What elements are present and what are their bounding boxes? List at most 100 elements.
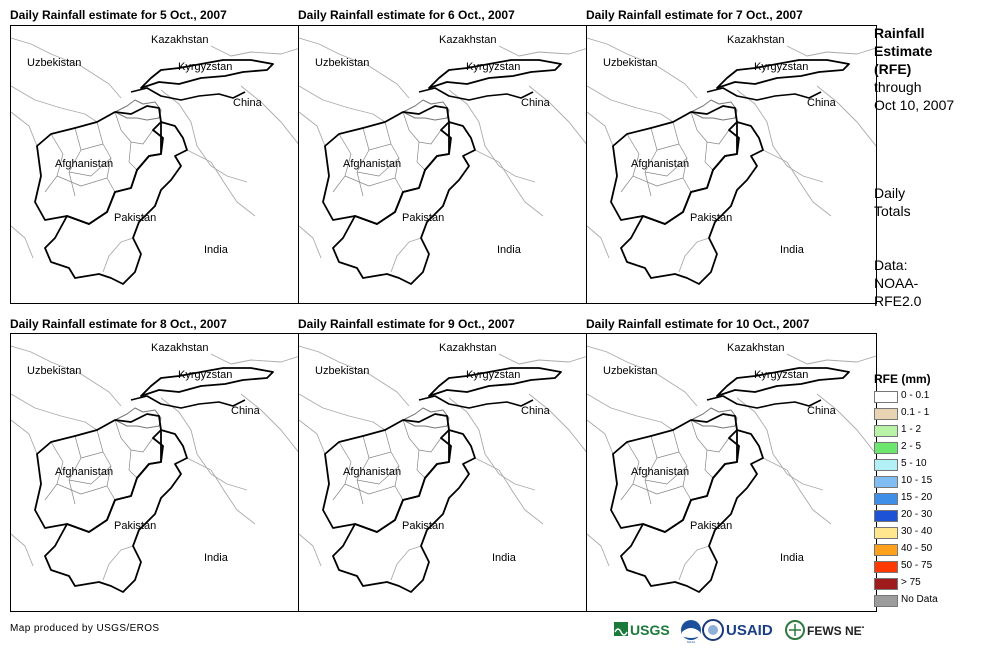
label-china: China <box>807 97 836 109</box>
tajikistan-outline <box>114 407 162 429</box>
province-line <box>332 133 352 193</box>
legend-label: > 75 <box>901 577 921 588</box>
border-line <box>587 85 674 123</box>
afghanistan-outline <box>34 105 164 225</box>
label-kyrgyzstan: Kyrgyzstan <box>466 61 521 73</box>
province-line <box>402 419 442 453</box>
basemap <box>11 345 300 593</box>
border-line <box>11 225 34 259</box>
legend-label: No Data <box>901 594 938 605</box>
kyrgyzstan-border <box>418 87 534 101</box>
province-line <box>44 133 64 193</box>
province-line <box>704 141 714 171</box>
border-line <box>210 353 300 365</box>
sidebar-data-line: NOAA- <box>874 275 919 291</box>
border-line <box>528 85 588 147</box>
province-line <box>384 429 404 501</box>
kyrgyzstan-outline <box>428 59 562 89</box>
label-uzbekistan: Uzbekistan <box>27 365 82 377</box>
label-kazakhstan: Kazakhstan <box>439 342 497 354</box>
province-line <box>644 157 688 177</box>
legend-label: 10 - 15 <box>901 475 933 486</box>
border-line <box>678 545 710 581</box>
pakistan-outline <box>44 121 188 285</box>
legend-label: 40 - 50 <box>901 543 933 554</box>
label-uzbekistan: Uzbekistan <box>27 57 82 69</box>
province-line <box>68 127 82 197</box>
label-kazakhstan: Kazakhstan <box>727 34 785 46</box>
border-line <box>102 237 134 273</box>
province-line <box>620 441 640 501</box>
svg-text:NOAA: NOAA <box>687 640 696 644</box>
map-panel-6: Kazakhstan Uzbekistan Kyrgyzstan China A… <box>586 333 877 612</box>
tajikistan-outline <box>402 407 450 429</box>
sidebar-totals: Daily Totals <box>874 184 911 220</box>
province-line <box>96 429 116 501</box>
label-afghanistan: Afghanistan <box>55 466 114 478</box>
fewsnet-logo: FEWS NET <box>785 620 864 640</box>
label-uzbekistan: Uzbekistan <box>603 365 658 377</box>
border-line <box>11 393 98 431</box>
sidebar-data-source: Data: NOAA- RFE2.0 <box>874 256 921 310</box>
label-afghanistan: Afghanistan <box>343 466 402 478</box>
label-afghanistan: Afghanistan <box>343 158 402 170</box>
basemap <box>587 345 876 593</box>
basemap <box>587 37 876 285</box>
panel-title-2: Daily Rainfall estimate for 6 Oct., 2007 <box>298 8 515 22</box>
panel-title-6: Daily Rainfall estimate for 10 Oct., 200… <box>586 317 810 331</box>
province-line <box>68 435 82 505</box>
afghanistan-outline <box>34 413 164 533</box>
usaid-logo: USAID <box>726 622 773 639</box>
province-line <box>114 419 154 453</box>
province-line <box>704 449 714 479</box>
border-line <box>736 89 824 183</box>
label-kazakhstan: Kazakhstan <box>727 342 785 354</box>
legend-swatch <box>874 561 898 573</box>
afghanistan-outline <box>322 105 452 225</box>
province-line <box>416 449 426 479</box>
sidebar-title-line: Estimate <box>874 43 933 59</box>
map-panel-3: Kazakhstan Uzbekistan Kyrgyzstan China A… <box>586 25 877 304</box>
legend-title: RFE (mm) <box>874 372 931 386</box>
border-line <box>474 457 544 525</box>
legend-swatch <box>874 476 898 488</box>
province-line <box>356 157 400 177</box>
border-line <box>299 37 410 99</box>
border-line <box>11 85 98 123</box>
legend-swatch <box>874 578 898 590</box>
label-afghanistan: Afghanistan <box>55 158 114 170</box>
legend-label: 20 - 30 <box>901 509 933 520</box>
label-india: India <box>204 552 228 564</box>
label-china: China <box>521 97 550 109</box>
tajikistan-outline <box>114 99 162 121</box>
dos-seal-logo <box>702 619 724 641</box>
province-line <box>644 435 658 505</box>
province-line <box>68 465 112 485</box>
label-china: China <box>233 97 262 109</box>
panel-title-3: Daily Rainfall estimate for 7 Oct., 2007 <box>586 8 803 22</box>
afghanistan-outline <box>322 413 452 533</box>
legend-swatch <box>874 459 898 471</box>
map-panel-5: Kazakhstan Uzbekistan Kyrgyzstan China A… <box>298 333 589 612</box>
label-pakistan: Pakistan <box>402 520 445 532</box>
province-line <box>356 127 370 197</box>
svg-text:FEWS NET: FEWS NET <box>807 624 864 638</box>
svg-text:USGS: USGS <box>630 622 670 638</box>
province-line <box>620 133 640 193</box>
border-line <box>587 393 674 431</box>
province-line <box>402 111 442 145</box>
label-uzbekistan: Uzbekistan <box>315 57 370 69</box>
noaa-logo: NOAA <box>681 620 701 644</box>
province-line <box>368 451 392 459</box>
sidebar-title-line: Rainfall <box>874 25 925 41</box>
label-pakistan: Pakistan <box>690 520 733 532</box>
svg-text:USAID: USAID <box>726 622 773 639</box>
province-line <box>56 175 108 187</box>
sidebar-totals-line: Totals <box>874 203 911 219</box>
province-line <box>632 483 684 495</box>
pakistan-outline <box>620 429 764 593</box>
kyrgyzstan-border <box>706 87 822 101</box>
border-line <box>587 225 610 259</box>
province-line <box>672 429 692 501</box>
border-line <box>11 419 38 455</box>
